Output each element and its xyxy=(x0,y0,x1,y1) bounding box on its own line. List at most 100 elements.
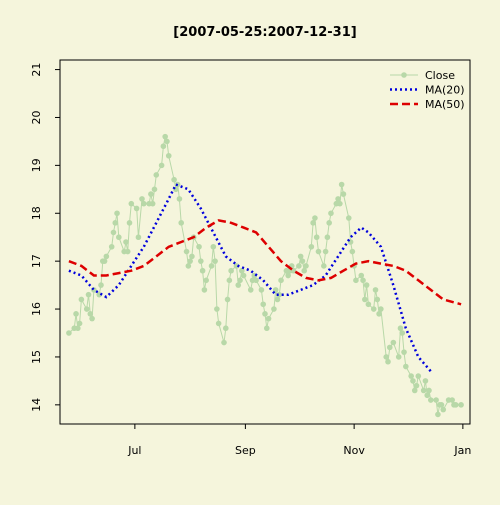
data-point-close xyxy=(212,258,218,264)
data-point-close xyxy=(263,325,270,332)
axes: 14 15 16 17 18 19 20 21 Jul Sep Nov Jan xyxy=(30,63,471,457)
data-point-close xyxy=(365,301,372,308)
data-point-close xyxy=(326,220,332,226)
data-point-close xyxy=(376,311,382,317)
data-point-close xyxy=(415,373,422,379)
data-point-close xyxy=(162,133,168,140)
data-point-close xyxy=(397,325,404,332)
data-point-close xyxy=(285,272,291,279)
data-point-close xyxy=(383,354,390,360)
data-point-close xyxy=(408,373,414,379)
data-point-close xyxy=(196,243,202,250)
data-point-close xyxy=(148,191,154,197)
data-point-close xyxy=(321,263,327,269)
data-point-close xyxy=(413,382,420,389)
data-point-close xyxy=(110,229,117,236)
data-point-close xyxy=(299,258,306,264)
data-point-close xyxy=(353,277,359,284)
chart-title: [2007-05-25:2007-12-31] xyxy=(173,25,356,40)
data-point-close xyxy=(228,267,234,274)
data-point-close xyxy=(301,267,308,274)
data-point-close xyxy=(128,200,135,207)
data-point-close xyxy=(310,220,316,226)
data-point-close xyxy=(114,210,120,217)
data-point-close xyxy=(124,248,131,255)
data-point-close xyxy=(297,253,304,260)
data-point-close xyxy=(370,306,377,312)
data-point-close xyxy=(83,306,90,312)
data-point-close xyxy=(315,248,322,255)
data-point-close xyxy=(73,311,79,317)
data-point-close xyxy=(349,248,356,255)
data-point-close xyxy=(378,306,384,312)
data-point-close xyxy=(420,387,427,394)
data-point-close xyxy=(260,301,267,308)
data-point-close xyxy=(322,248,329,255)
data-point-close xyxy=(98,282,104,288)
data-point-close xyxy=(438,402,445,408)
data-point-close xyxy=(337,200,343,207)
y-tick-label: 20 xyxy=(30,110,43,124)
data-point-close xyxy=(160,143,167,150)
x-tick-label: Jul xyxy=(127,444,141,457)
series-line-close xyxy=(68,134,462,415)
data-point-close xyxy=(116,234,122,241)
legend: Close MA(20)MA(50) xyxy=(390,69,465,111)
data-point-close xyxy=(296,263,302,269)
data-point-close xyxy=(385,358,391,365)
data-point-close xyxy=(75,325,81,332)
data-point-close xyxy=(410,378,416,384)
data-point-close xyxy=(103,253,110,260)
data-point-close xyxy=(183,248,190,255)
data-point-close xyxy=(221,339,227,346)
data-point-close xyxy=(101,258,108,264)
data-point-close xyxy=(403,363,409,370)
data-point-close xyxy=(452,402,459,408)
data-point-close xyxy=(85,291,92,298)
data-point-close xyxy=(440,406,447,413)
data-point-close xyxy=(139,196,145,202)
series-line-ma20 xyxy=(68,182,432,373)
plot-frame xyxy=(59,59,471,425)
data-point-close xyxy=(390,339,397,346)
data-point-close xyxy=(87,311,94,317)
data-point-close xyxy=(201,287,208,293)
data-point-close xyxy=(411,387,418,394)
series-line-ma50 xyxy=(68,219,462,306)
legend-label-ma20: MA(20) xyxy=(425,84,465,97)
data-point-close xyxy=(108,243,115,250)
x-tick-label: Nov xyxy=(343,444,365,457)
data-point-close xyxy=(237,277,243,284)
data-point-close xyxy=(149,200,156,207)
data-point-close xyxy=(362,296,368,303)
data-point-close xyxy=(240,272,247,279)
y-tick-label: 17 xyxy=(30,254,43,268)
data-point-close xyxy=(449,397,455,403)
data-point-close xyxy=(422,378,429,384)
data-point-close xyxy=(253,277,259,284)
y-tick-label: 15 xyxy=(30,350,43,364)
data-point-close xyxy=(303,263,309,269)
data-point-close xyxy=(308,243,315,250)
data-point-close xyxy=(199,267,206,274)
data-point-close xyxy=(324,234,331,241)
data-point-close xyxy=(222,325,229,332)
data-point-close xyxy=(215,320,222,327)
data-point-close xyxy=(171,176,177,183)
y-tick-label: 14 xyxy=(30,398,43,412)
data-point-close xyxy=(345,215,352,221)
data-point-close xyxy=(328,210,334,217)
data-point-close xyxy=(66,330,72,336)
data-point-close xyxy=(96,291,103,298)
data-point-close xyxy=(178,220,185,226)
legend-label-close: Close xyxy=(425,69,455,82)
data-point-close xyxy=(427,397,434,403)
data-point-close xyxy=(278,277,284,284)
data-point-close xyxy=(386,344,393,351)
data-point-close xyxy=(208,263,215,269)
legend-marker-close xyxy=(401,72,407,78)
data-point-close xyxy=(426,387,432,394)
data-point-close xyxy=(435,411,441,418)
x-tick-label: Sep xyxy=(235,444,256,457)
